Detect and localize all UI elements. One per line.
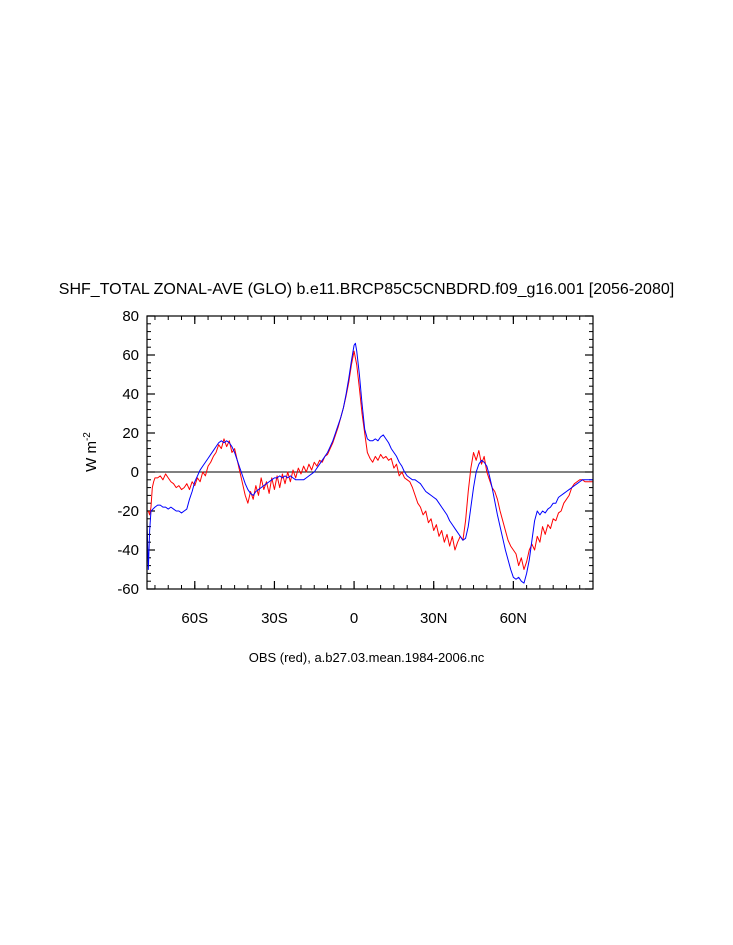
x-tick-label: 30N (420, 610, 448, 627)
y-tick-label: -40 (117, 542, 139, 559)
y-tick-label: -20 (117, 503, 139, 520)
y-axis-label-exponent: -2 (82, 432, 93, 441)
plot-frame (146, 315, 594, 590)
y-tick-label: 60 (122, 347, 139, 364)
minor-ticks (147, 315, 594, 590)
y-tick-label: 0 (131, 464, 139, 481)
y-tick-label: 80 (122, 308, 139, 325)
x-tick-label: 60S (181, 610, 208, 627)
x-tick-labels: 60S 30S 0 30N 60N (181, 610, 527, 627)
series-line-red (147, 350, 593, 570)
y-axis-label: W m-2 (82, 432, 100, 472)
chart-footer: OBS (red), a.b27.03.mean.1984-2006.nc (249, 650, 485, 665)
chart-title: SHF_TOTAL ZONAL-AVE (GLO) b.e11.BRCP85C5… (59, 281, 674, 298)
x-tick-label: 60N (500, 610, 528, 627)
y-tick-labels: -60 -40 -20 0 20 40 60 80 (117, 308, 139, 598)
x-tick-label: 0 (350, 610, 358, 627)
major-ticks (147, 315, 593, 590)
y-tick-label: -60 (117, 581, 139, 598)
x-tick-label: 30S (261, 610, 288, 627)
series-line-blue (147, 342, 593, 584)
y-tick-label: 40 (122, 386, 139, 403)
y-tick-label: 20 (122, 425, 139, 442)
